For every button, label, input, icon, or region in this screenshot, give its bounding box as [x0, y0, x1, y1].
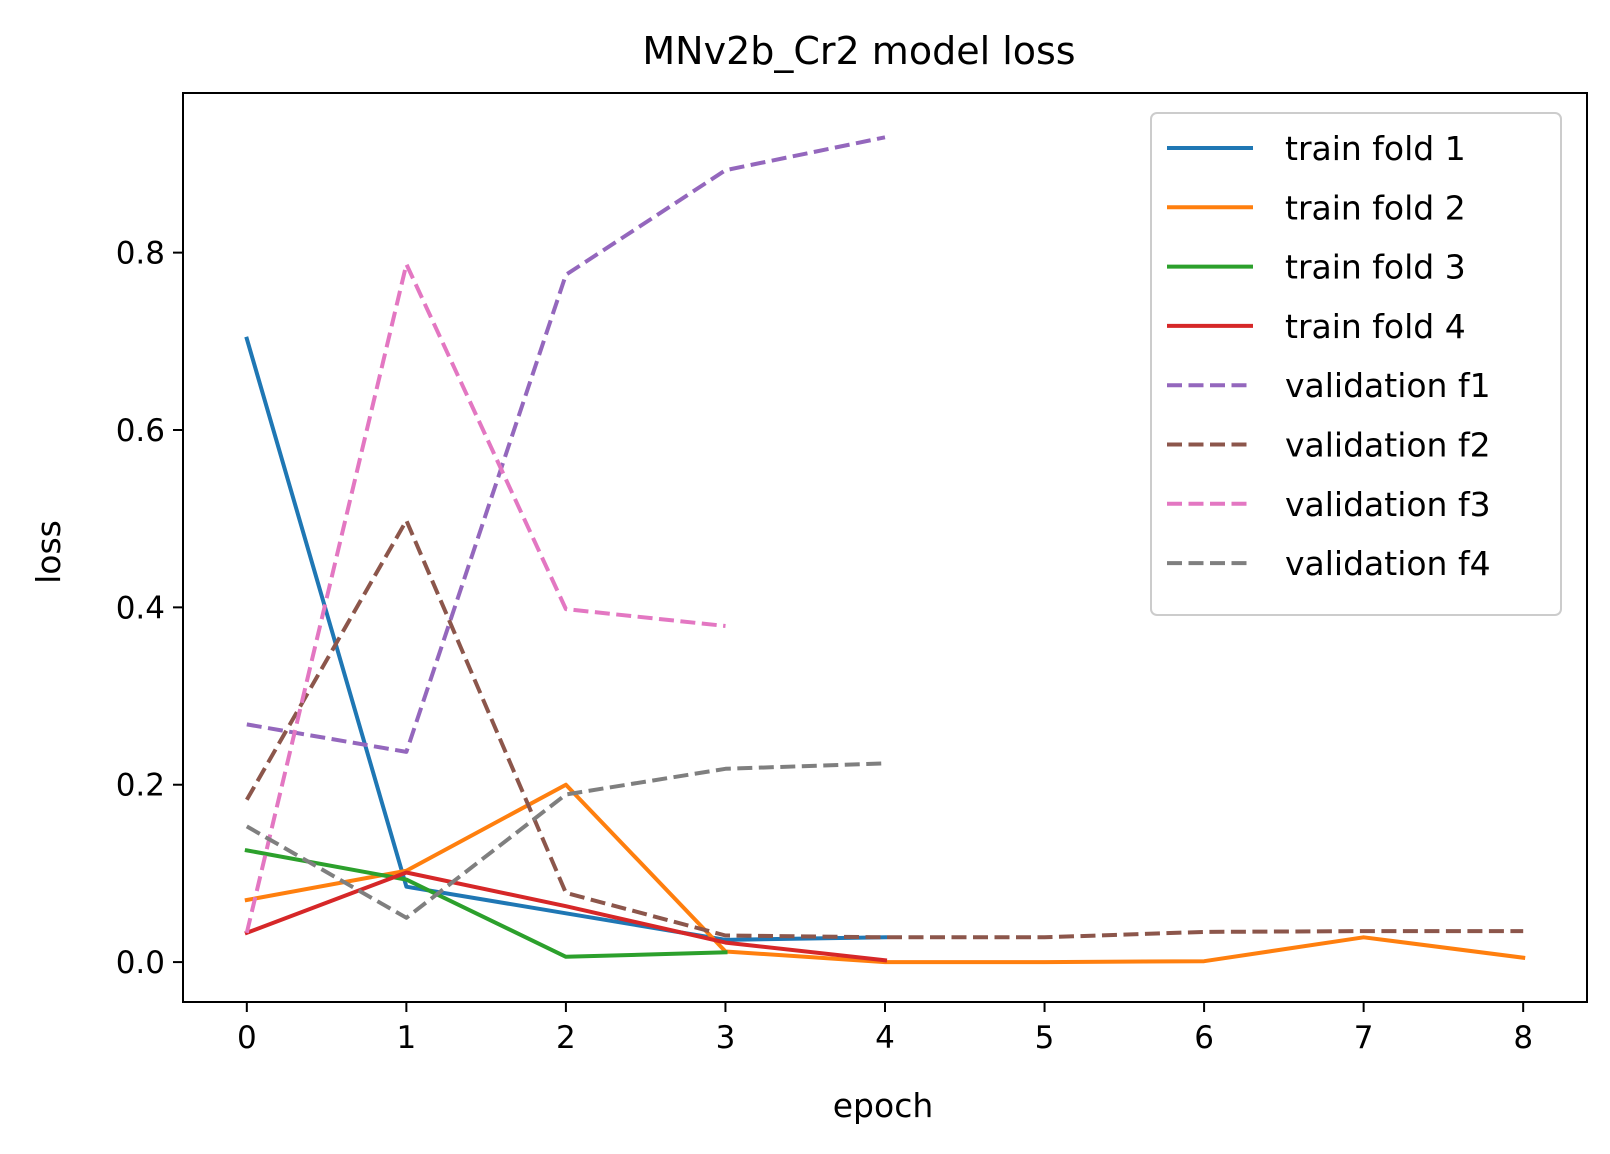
series-line-validation-f3 — [244, 262, 726, 934]
legend-label: validation f4 — [1285, 544, 1491, 583]
x-tick-label: 5 — [1035, 1020, 1055, 1056]
legend-label: validation f2 — [1285, 426, 1491, 465]
y-axis-label: loss — [29, 520, 68, 584]
legend-label: validation f1 — [1285, 366, 1491, 405]
x-tick-label: 7 — [1354, 1020, 1374, 1056]
y-tick-label: 0.4 — [116, 590, 165, 626]
y-tick-label: 0.6 — [116, 413, 165, 449]
y-tick-label: 0.8 — [116, 236, 165, 272]
series-line-validation-f2 — [245, 518, 1524, 940]
y-tick-label: 0.2 — [116, 768, 165, 804]
legend-label: train fold 1 — [1285, 129, 1466, 168]
series-line-train-fold-3 — [244, 848, 728, 959]
x-tick-label: 0 — [237, 1020, 257, 1056]
series-lines — [244, 135, 1526, 965]
legend: train fold 1 train fold 2 train fold 3 trai… — [1150, 112, 1562, 616]
legend-box — [1150, 112, 1562, 616]
series-line-train-fold-4 — [244, 870, 888, 963]
series-line-train-fold-1 — [244, 336, 888, 942]
y-axis-ticks: 0.0 0.2 0.4 0.6 0.8 — [116, 236, 183, 981]
legend-label: train fold 3 — [1285, 248, 1466, 287]
legend-label: train fold 2 — [1285, 188, 1466, 227]
chart-title: MNv2b_Cr2 model loss — [642, 29, 1075, 73]
series-line-validation-f1 — [246, 135, 886, 754]
x-tick-label: 2 — [556, 1020, 576, 1056]
legend-label: train fold 4 — [1285, 307, 1466, 346]
y-tick-label: 0.0 — [116, 945, 165, 981]
x-axis-ticks: 0 1 2 3 4 5 6 7 8 — [237, 1002, 1533, 1056]
x-tick-label: 4 — [875, 1020, 895, 1056]
x-axis-label: epoch — [833, 1086, 934, 1125]
x-tick-label: 1 — [396, 1020, 416, 1056]
x-tick-label: 8 — [1513, 1020, 1533, 1056]
legend-label: validation f3 — [1285, 485, 1491, 524]
x-tick-label: 3 — [716, 1020, 736, 1056]
x-tick-label: 6 — [1194, 1020, 1214, 1056]
